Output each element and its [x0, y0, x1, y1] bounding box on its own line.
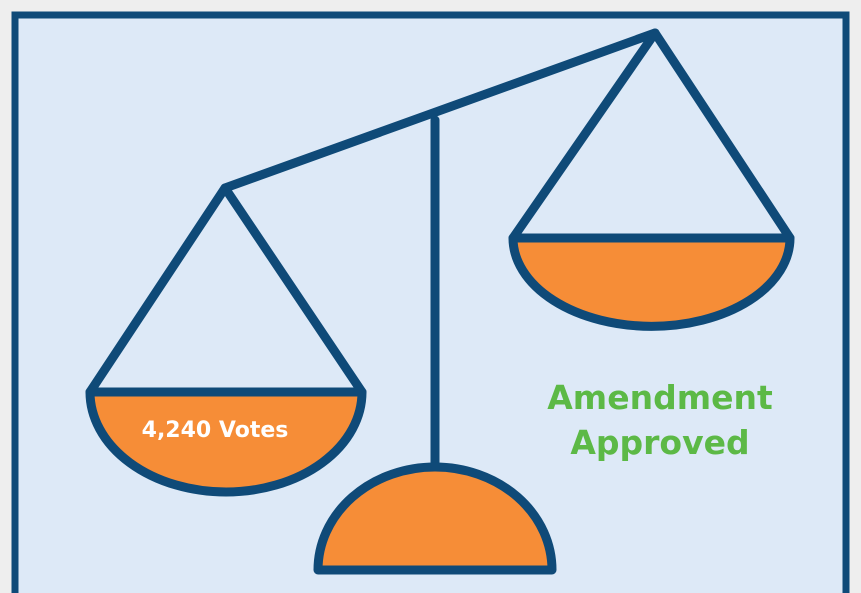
result-line: Approved [570, 423, 749, 462]
page: 4,240 Votes Amendment Approved (() => { … [0, 0, 861, 593]
scale-illustration: 4,240 Votes Amendment Approved [0, 0, 861, 593]
votes-label: 4,240 Votes [142, 418, 289, 443]
result-line: Amendment [547, 378, 773, 417]
